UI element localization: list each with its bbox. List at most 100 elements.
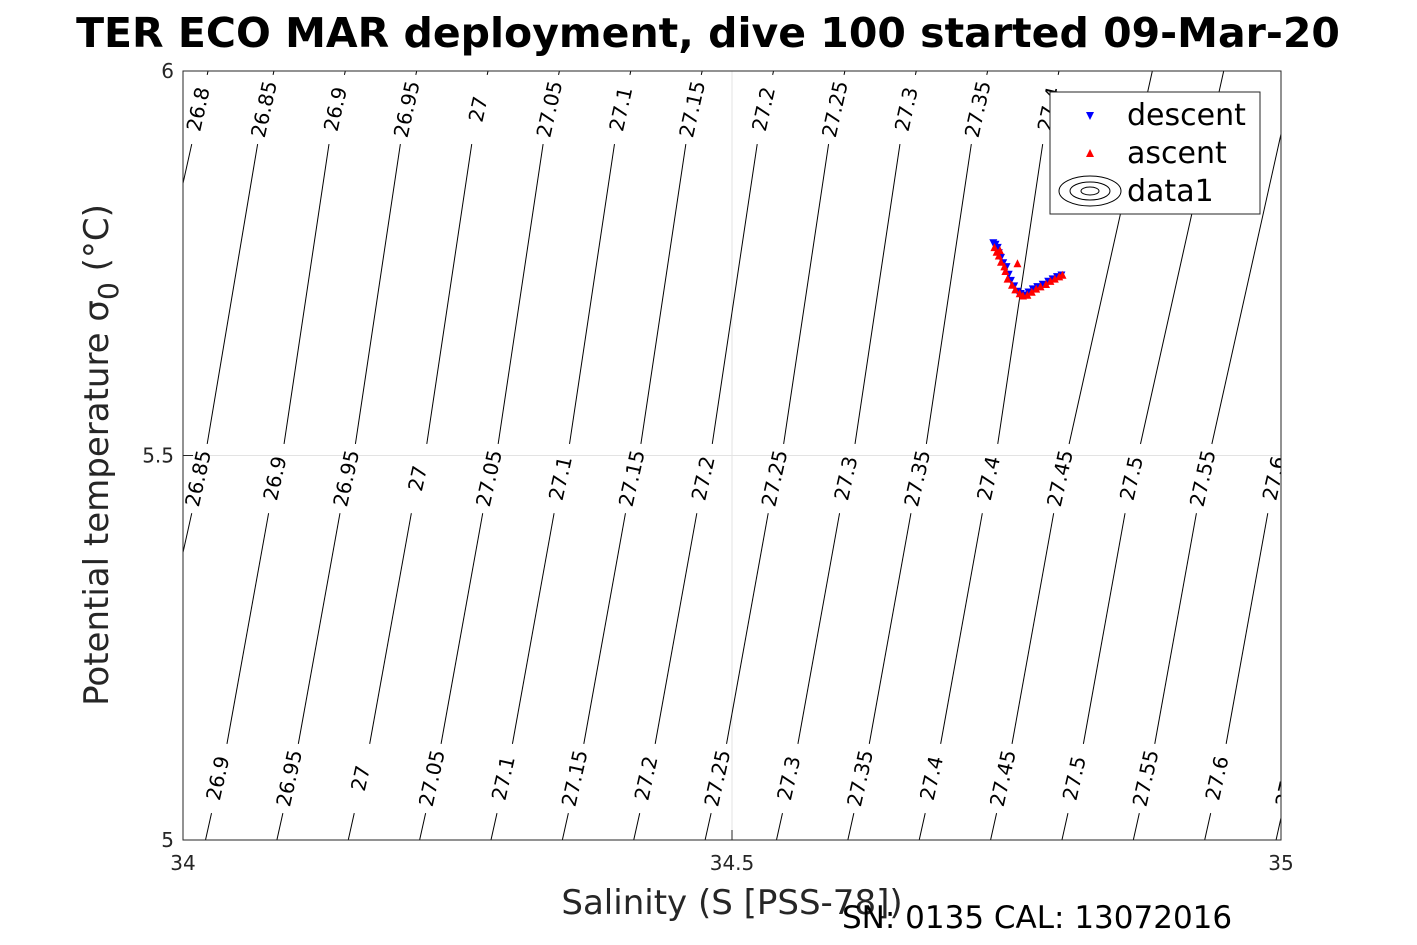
ascent-point [1003,274,1012,283]
legend-data1-label: data1 [1127,174,1214,209]
isopycnal-line [654,513,698,744]
y-tick-label: 6 [161,59,174,83]
isopycnal-line [986,71,989,75]
isopycnal-line [206,71,209,75]
y-axis-label-main: Potential temperature [77,322,117,706]
y-tick-label: 5 [161,828,174,852]
ascent-point [997,257,1006,266]
isopycnal-line [868,513,912,744]
isopycnal-line [726,513,769,744]
isopycnal-line [1132,812,1140,840]
ascent-point [1011,285,1020,294]
contour-label: 27 [403,463,432,493]
isopycnal-line [558,71,560,75]
ascent-point [1042,280,1051,289]
axis-ticks: 34 34.5 35 5 5.5 6 [142,59,1294,875]
isopycnal-line [283,143,330,445]
isopycnal-line [415,71,418,75]
isopycnal-line [569,143,615,445]
chart-title: TER ECO MAR deployment, dive 100 started… [76,9,1340,57]
y-tick-label: 5.5 [142,444,174,468]
isopycnal-line [1154,513,1197,744]
ascent-point [1046,276,1055,285]
footer-serial-cal: SN: 0135 CAL: 13072016 [842,900,1232,936]
isopycnal-line [276,812,284,840]
isopycnal-line [347,812,355,840]
isopycnal-line [1225,513,1269,744]
legend-descent-marker [1086,112,1094,120]
isopycnal-line [1283,71,1366,444]
isopycnal-line [1204,812,1212,840]
isopycnal-line [561,812,569,840]
isopycnal-line [440,513,484,744]
legend-ascent-label: ascent [1127,136,1227,171]
x-tick-label: 34 [170,851,195,875]
isopycnal-line [797,513,841,744]
ascent-point [1013,259,1022,268]
legend[interactable]: descent ascent data1 [1049,91,1261,215]
ascent-point [1001,266,1010,275]
isopycnal-line [1298,71,1417,744]
ascent-point [1032,284,1041,293]
ascent-point [1036,282,1045,291]
isopycnal-line [354,143,401,445]
isopycnal-line [914,71,917,75]
isopycnal-line [925,143,972,445]
legend-contour-icon [1058,175,1122,207]
contour-label: 27.65 [1270,748,1306,809]
ascent-point [1058,270,1067,279]
ascent-point [1000,262,1009,271]
isopycnal-line [419,812,427,840]
data-series [989,239,1067,300]
isopycnal-line [704,812,712,840]
x-axis-label: Salinity (S [PSS-78]) [561,883,902,923]
contour-label: 27 [346,763,375,793]
x-tick-label: 34.5 [710,851,755,875]
isopycnal-line [1057,71,1060,75]
isopycnal-line [297,513,341,744]
ascent-point [995,246,1004,255]
isopycnal-line [1061,812,1069,840]
density-contours [183,71,1417,840]
isopycnal-line [369,513,412,744]
isopycnal-line [1211,131,1281,445]
ascent-point [1023,290,1032,299]
isopycnal-line [629,71,632,75]
isopycnal-line [490,812,498,840]
isopycnal-line [183,513,193,555]
isopycnal-line [511,513,555,744]
y-axis-label: Potential temperature σ0 (°C) [77,204,125,706]
y-axis-label-symbol: σ [77,300,117,322]
isopycnal-line [206,143,259,445]
ascent-point [1050,274,1059,283]
isopycnal-line [497,143,544,445]
isopycnal-line [633,812,641,840]
isopycnal-line [843,71,846,75]
ascent-series [990,243,1067,300]
isopycnal-line [783,143,830,445]
isopycnal-line [700,71,703,75]
y-axis-label-subscript: 0 [92,282,125,300]
isopycnal-line [583,513,626,744]
isopycnal-line [854,143,901,445]
legend-descent-label: descent [1127,98,1246,133]
isopycnal-line [1275,815,1281,840]
isopycnal-line [772,71,775,75]
isopycnal-line [343,71,346,75]
isopycnal-line [486,71,489,75]
isopycnal-line [640,143,687,445]
contour-label: 27 [464,94,493,124]
isopycnal-line [940,513,983,744]
isopycnal-line [775,812,783,840]
isopycnal-line [1082,513,1126,744]
isopycnal-line [226,513,270,744]
legend-box [1049,91,1261,215]
ascent-point [1027,287,1036,296]
ascent-point [1007,280,1016,289]
legend-ascent-marker [1086,149,1094,157]
isopycnal-line [990,812,998,840]
isopycnal-line [1011,513,1055,744]
ascent-point [994,251,1003,260]
isopycnal-line [272,71,275,75]
